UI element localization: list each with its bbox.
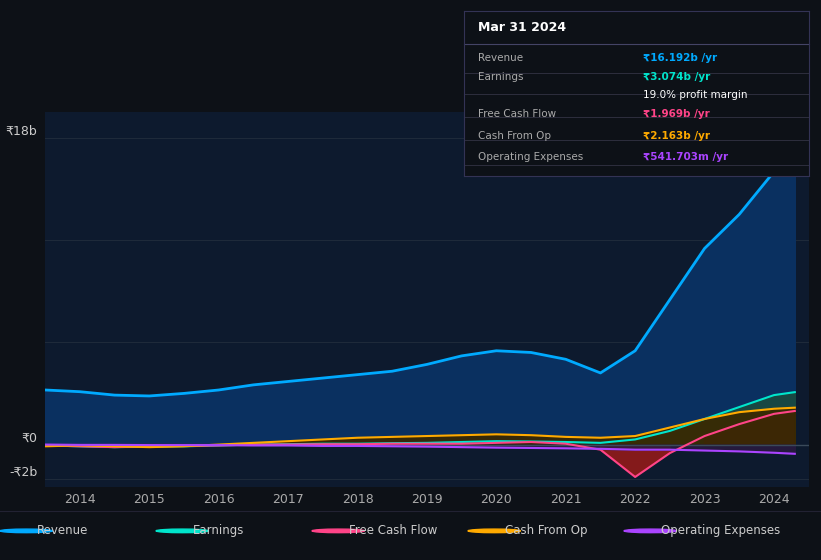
Text: ₹2.163b /yr: ₹2.163b /yr [643, 131, 710, 141]
Text: ₹1.969b /yr: ₹1.969b /yr [643, 109, 710, 119]
Text: Operating Expenses: Operating Expenses [661, 524, 780, 538]
Text: Earnings: Earnings [193, 524, 245, 538]
Text: ₹0: ₹0 [21, 432, 38, 445]
Text: 19.0% profit margin: 19.0% profit margin [643, 91, 748, 100]
Circle shape [156, 529, 209, 533]
Text: Cash From Op: Cash From Op [478, 131, 551, 141]
Circle shape [624, 529, 677, 533]
Text: ₹16.192b /yr: ₹16.192b /yr [643, 53, 718, 63]
Circle shape [468, 529, 521, 533]
Text: Operating Expenses: Operating Expenses [478, 152, 583, 162]
Circle shape [0, 529, 53, 533]
Text: ₹541.703m /yr: ₹541.703m /yr [643, 152, 728, 162]
Circle shape [312, 529, 365, 533]
Text: Earnings: Earnings [478, 72, 523, 82]
Text: Revenue: Revenue [478, 53, 523, 63]
Text: Cash From Op: Cash From Op [505, 524, 587, 538]
Text: Free Cash Flow: Free Cash Flow [478, 109, 556, 119]
Text: -₹2b: -₹2b [9, 466, 38, 479]
Text: ₹3.074b /yr: ₹3.074b /yr [643, 72, 710, 82]
Text: Free Cash Flow: Free Cash Flow [349, 524, 438, 538]
Text: Mar 31 2024: Mar 31 2024 [478, 21, 566, 34]
Text: ₹18b: ₹18b [6, 124, 38, 138]
Text: Revenue: Revenue [37, 524, 89, 538]
